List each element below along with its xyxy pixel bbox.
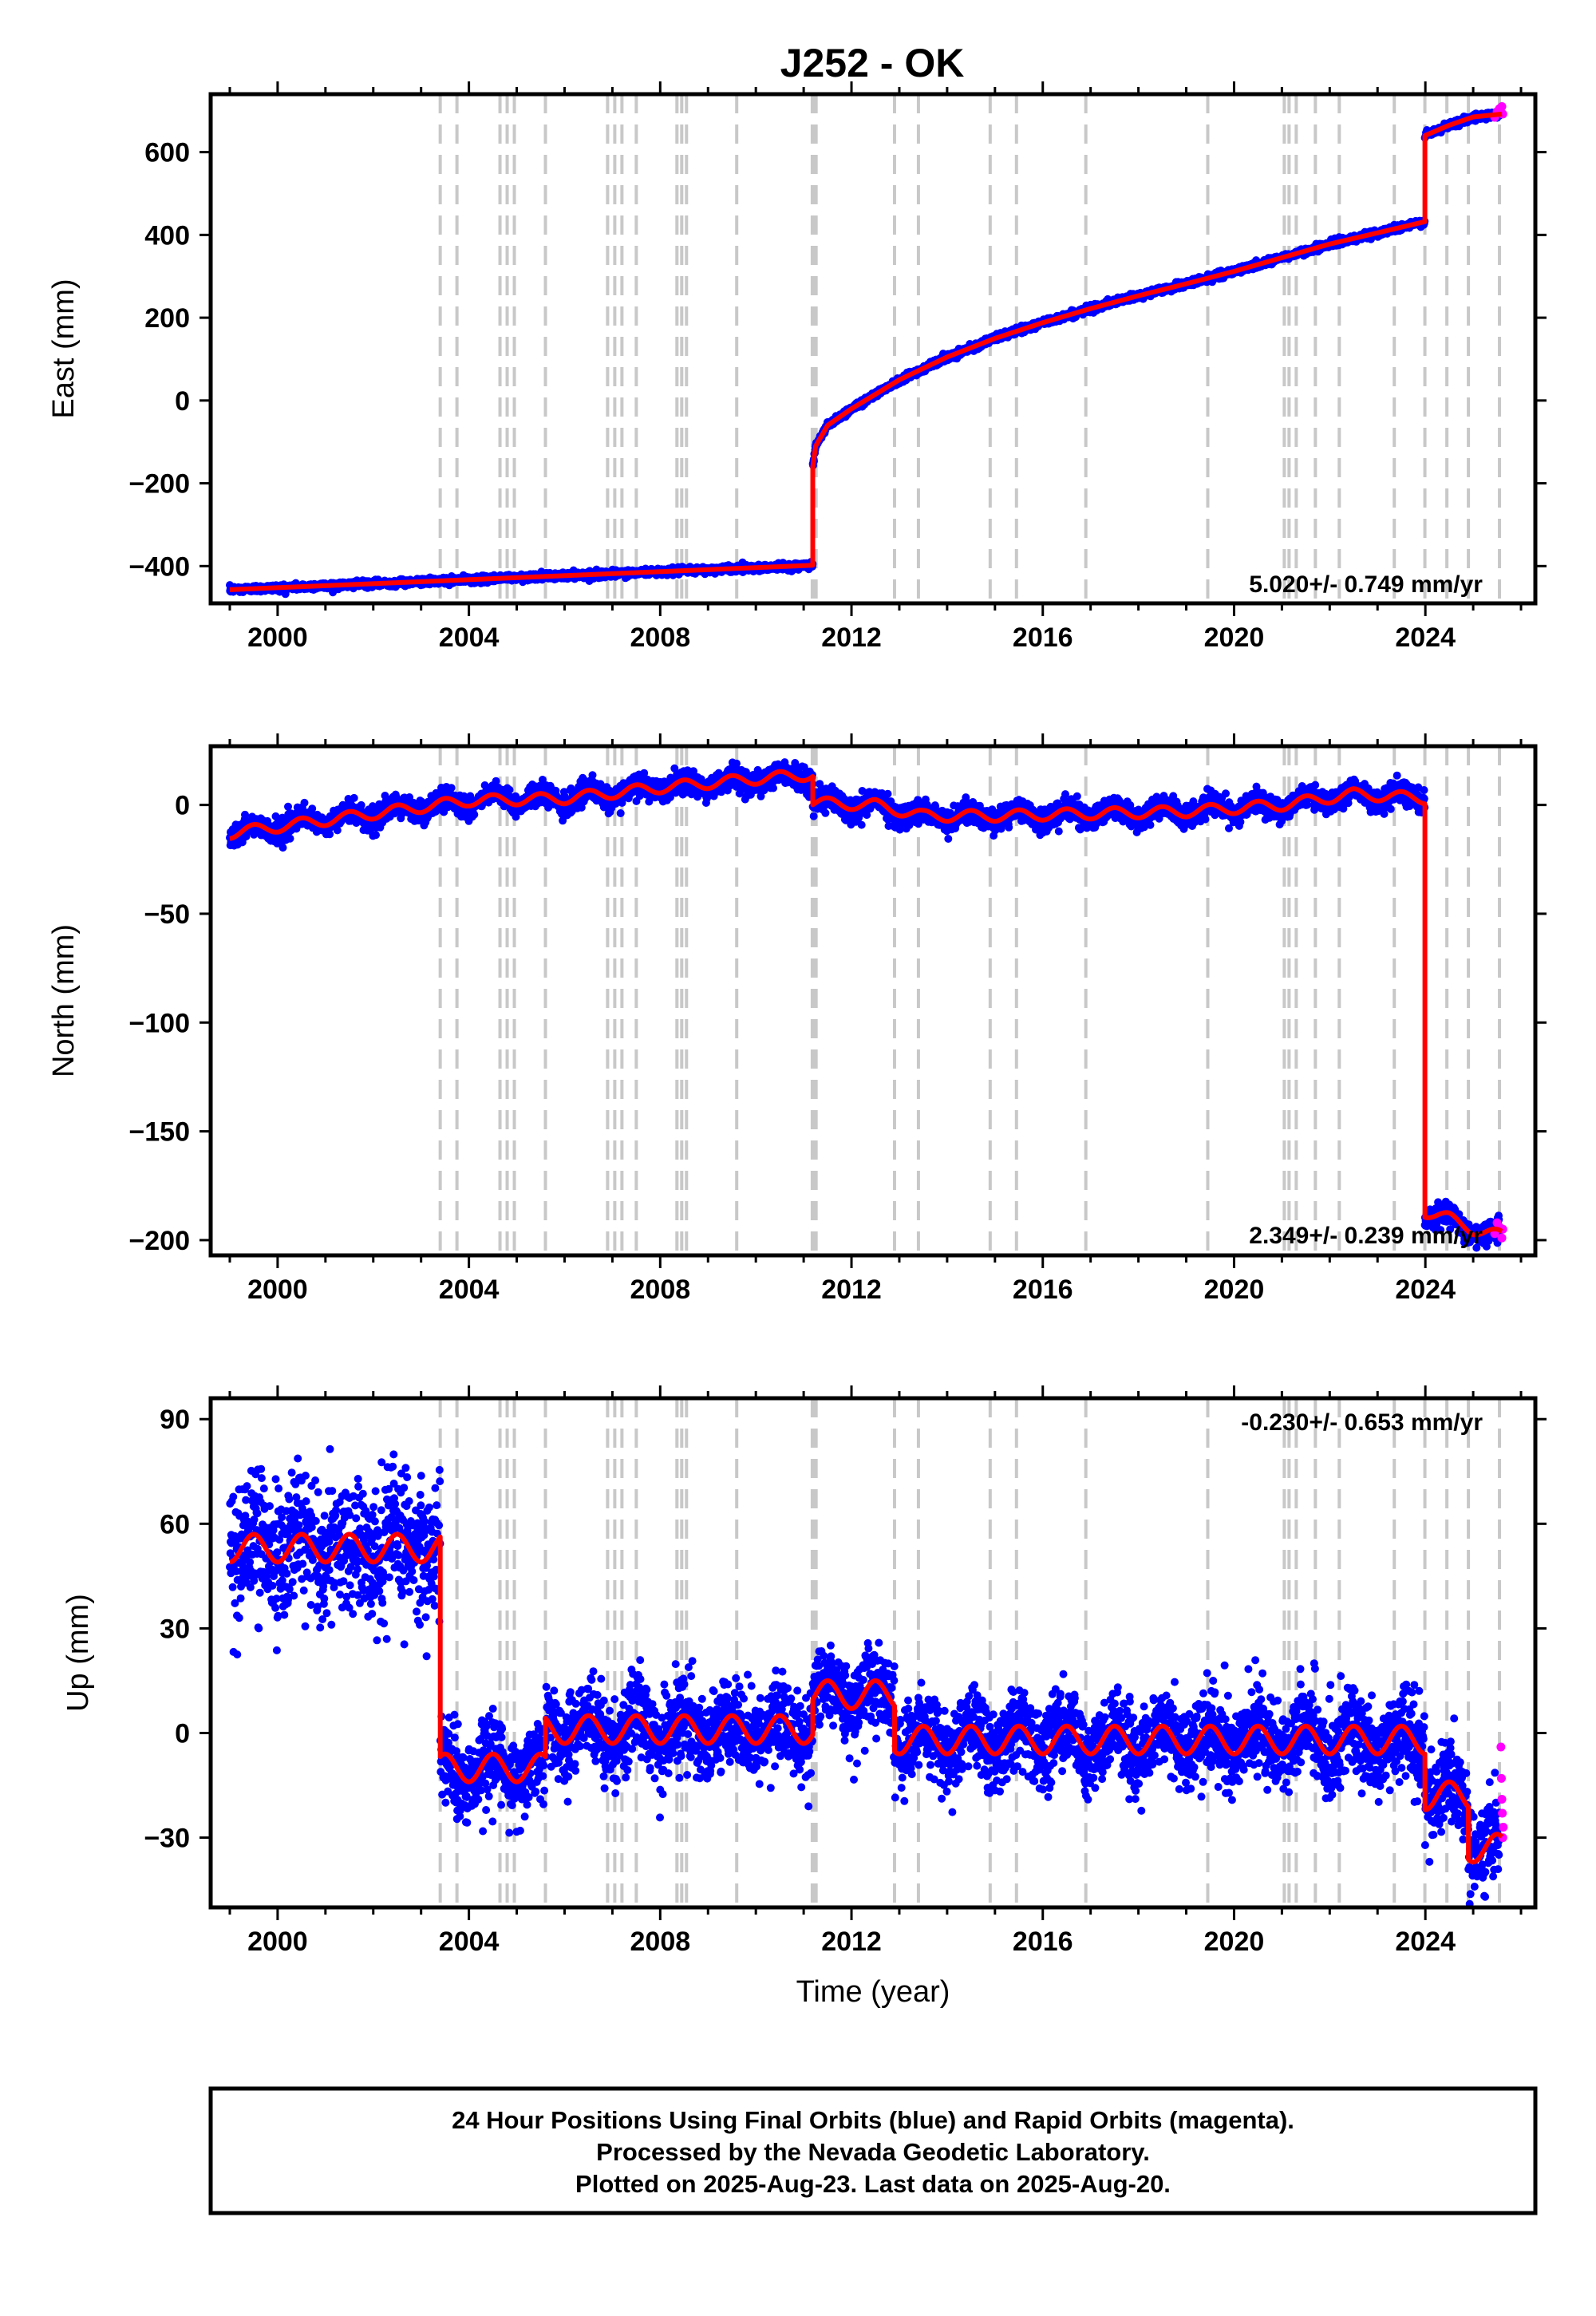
final-orbit-scatter — [226, 109, 1503, 599]
north-panel: 2000 2004 2008 2012 2016 2020 2024 0 −50 −100 −150… — [47, 733, 1547, 1305]
footer-line-orbits: 24 Hour Positions Using Final Orbits (bl… — [452, 2106, 1294, 2134]
model-line — [227, 111, 1504, 592]
x-tick-label: 2008 — [630, 622, 691, 653]
x-tick-label: 2024 — [1395, 1275, 1456, 1305]
x-tick-label: 2004 — [439, 1927, 500, 1957]
rapid-orbit-point — [1498, 1808, 1507, 1818]
x-tick-label: 2020 — [1204, 1927, 1265, 1957]
model-trend-line — [227, 1531, 1504, 1865]
y-axis-label: North (mm) — [47, 924, 81, 1077]
x-tick-label: 2016 — [1013, 1275, 1073, 1305]
rapid-orbit-point — [1497, 102, 1507, 112]
y-axis: 90 60 30 0 −30 — [144, 1405, 1547, 1854]
y-axis-label: East (mm) — [47, 279, 81, 418]
rapid-orbit-point — [1496, 1773, 1506, 1783]
velocity-annotation: -0.230+/- 0.653 mm/yr — [1241, 1409, 1483, 1436]
y-tick-label: −200 — [128, 469, 190, 500]
x-axis: 2000 2004 2008 2012 2016 2020 2024 — [228, 733, 1523, 1305]
x-tick-label: 2016 — [1013, 1927, 1073, 1957]
model-trend-line — [227, 769, 1504, 1238]
final-orbit-points — [226, 758, 1503, 1252]
x-tick-label: 2012 — [821, 1275, 882, 1305]
x-tick-label: 2024 — [1395, 1927, 1456, 1957]
model-line — [227, 1531, 1504, 1865]
y-axis: 600 400 200 0 −200 −400 — [128, 138, 1547, 582]
footer-line-processor: Processed by the Nevada Geodetic Laborat… — [596, 2138, 1150, 2166]
equipment-change-lines — [438, 94, 1502, 603]
x-tick-label: 2000 — [247, 1275, 308, 1305]
velocity-annotation: 5.020+/- 0.749 mm/yr — [1249, 571, 1483, 598]
x-axis-label: Time (year) — [796, 1975, 950, 2009]
footer-line-dates: Plotted on 2025-Aug-23. Last data on 202… — [575, 2170, 1171, 2198]
east-panel: 2000 2004 2008 2012 2016 2020 20246004002000−2… — [47, 81, 1547, 653]
x-tick-label: 2020 — [1204, 1275, 1265, 1305]
up-panel: 2000 2004 2008 2012 2016 2020 2024 90 60 30 0 −30 Up… — [61, 1385, 1547, 2009]
y-tick-label: 400 — [144, 220, 190, 251]
y-tick-label: −200 — [128, 1226, 190, 1256]
y-tick-label: 0 — [175, 791, 190, 821]
equipment-change-lines — [438, 746, 1502, 1255]
x-tick-label: 2016 — [1013, 622, 1073, 653]
final-orbit-scatter — [226, 1445, 1503, 1907]
x-tick-label: 2004 — [439, 622, 500, 653]
y-tick-label: 0 — [175, 1719, 190, 1749]
final-orbit-points — [226, 1445, 1503, 1907]
x-axis: 2000 2004 2008 2012 2016 2020 2024 — [228, 1385, 1523, 1957]
equipment-change-lines — [438, 1398, 1502, 1907]
y-tick-label: −50 — [144, 899, 190, 930]
model-line — [227, 769, 1504, 1238]
rapid-orbit-point — [1497, 1233, 1507, 1243]
y-axis-label: Up (mm) — [61, 1594, 95, 1712]
rapid-orbit-point — [1496, 1742, 1506, 1752]
x-tick-label: 2012 — [821, 622, 882, 653]
y-tick-label: 200 — [144, 303, 190, 334]
y-tick-label: −30 — [144, 1824, 190, 1854]
x-axis: 2000 2004 2008 2012 2016 2020 2024 — [228, 81, 1523, 653]
final-orbit-points — [226, 109, 1503, 599]
y-tick-label: 90 — [160, 1405, 190, 1435]
rapid-orbit-points — [1496, 1742, 1508, 1843]
y-tick-label: −100 — [128, 1008, 190, 1038]
x-tick-label: 2008 — [630, 1927, 691, 1957]
y-tick-label: 600 — [144, 138, 190, 168]
x-tick-label: 2000 — [247, 1927, 308, 1957]
y-tick-label: −400 — [128, 551, 190, 582]
final-orbit-scatter — [226, 758, 1503, 1252]
y-tick-label: 30 — [160, 1614, 190, 1644]
plot-frame — [208, 744, 1538, 1258]
x-tick-label: 2004 — [439, 1275, 500, 1305]
rapid-orbit-point — [1499, 1822, 1508, 1832]
plot-frame — [208, 1396, 1538, 1910]
y-axis: 0 −50 −100 −150 −200 — [128, 791, 1547, 1256]
x-tick-label: 2020 — [1204, 622, 1265, 653]
y-tick-label: −150 — [128, 1117, 190, 1148]
footer-box: 24 Hour Positions Using Final Orbits (bl… — [208, 2086, 1538, 2215]
x-tick-label: 2008 — [630, 1275, 691, 1305]
y-tick-label: 60 — [160, 1509, 190, 1539]
y-tick-label: 0 — [175, 386, 190, 417]
x-tick-label: 2000 — [247, 622, 308, 653]
velocity-annotation: 2.349+/- 0.239 mm/yr — [1249, 1223, 1483, 1249]
model-trend-line — [227, 111, 1504, 592]
figure-title: J252 - OK — [780, 41, 965, 85]
x-tick-label: 2012 — [821, 1927, 882, 1957]
rapid-orbit-point — [1497, 1795, 1507, 1804]
plot-frame — [208, 92, 1538, 606]
x-tick-label: 2024 — [1395, 622, 1456, 653]
